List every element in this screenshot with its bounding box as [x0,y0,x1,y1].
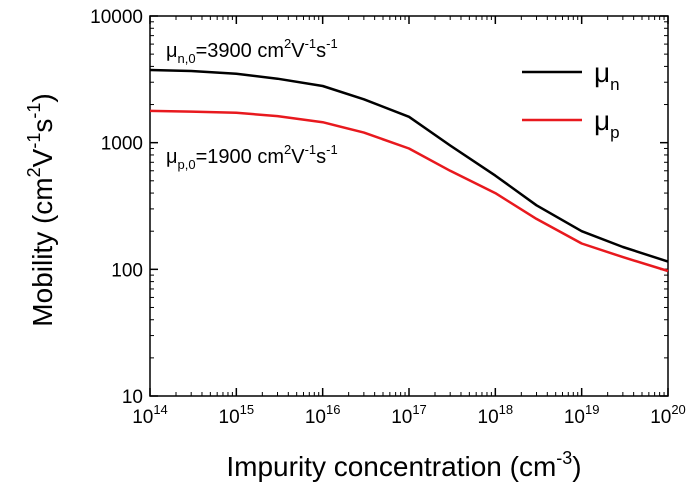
x-axis-title: Impurity concentration (cm-3) [226,448,581,482]
x-tick-label: 1019 [564,402,600,428]
x-tick-labels: 1014 1015 1016 1017 1018 1019 1020 [132,402,686,428]
x-tick-label: 1018 [478,402,514,428]
x-tick-label: 1017 [391,402,427,428]
annotation-mu-p0: μp,0=1900 cm2V-1s-1 [166,142,338,172]
legend-label-mu-n: μn [594,57,620,94]
x-tick-label: 1016 [305,402,341,428]
x-tick-label: 1014 [132,402,168,428]
annotation-mu-n0: μn,0=3900 cm2V-1s-1 [166,36,338,66]
x-tick-label: 1015 [219,402,255,428]
series-line-mu-p [149,109,669,273]
series-lines [149,68,669,273]
minor-ticks [150,16,668,396]
legend-label-mu-p: μp [594,105,620,142]
y-tick-label: 100 [111,260,143,281]
y-axis-title: Mobility (cm2V-1s-1) [24,93,58,326]
y-tick-label: 1000 [101,134,143,155]
y-tick-label: 10 [122,387,143,408]
legend: μn μp [522,57,620,142]
x-tick-label: 1020 [650,402,686,428]
y-tick-label: 10000 [90,7,143,28]
y-tick-labels: 10 100 1000 10000 [90,7,143,408]
series-line-mu-n [149,68,669,263]
